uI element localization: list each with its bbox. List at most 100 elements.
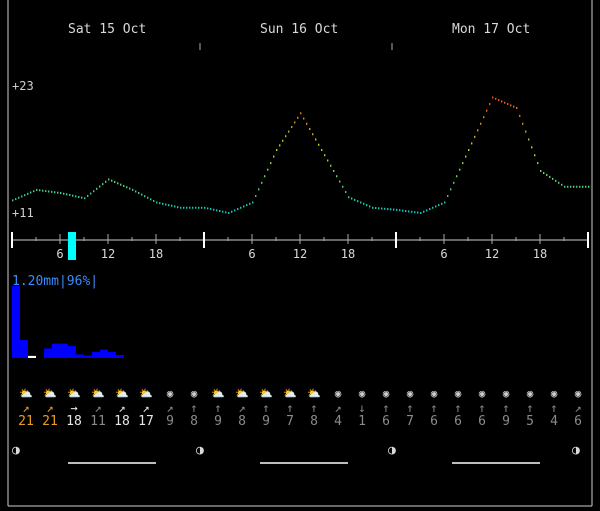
temperature-point xyxy=(216,209,218,212)
temperature-point xyxy=(366,204,368,207)
temperature-point xyxy=(348,196,350,199)
wind-speed-value: 11 xyxy=(90,414,106,429)
temperature-point xyxy=(351,197,353,200)
temperature-point xyxy=(171,204,173,207)
temp-max-label: +23 xyxy=(12,79,34,93)
temperature-point xyxy=(39,189,41,192)
temperature-point xyxy=(546,173,548,176)
temperature-point xyxy=(90,192,92,195)
temperature-point xyxy=(72,194,74,197)
temperature-point xyxy=(501,100,503,103)
temperature-point xyxy=(189,206,191,209)
temperature-point xyxy=(150,198,152,201)
temperature-point xyxy=(93,190,95,193)
temperature-point xyxy=(297,116,299,119)
temperature-point xyxy=(27,192,29,195)
temperature-point xyxy=(441,202,443,205)
temperature-point xyxy=(12,199,14,202)
temperature-point xyxy=(492,96,494,99)
rain-bar xyxy=(20,340,28,358)
temperature-point xyxy=(564,185,566,188)
wind-speed-value: 1 xyxy=(358,414,366,429)
temperature-point xyxy=(237,208,239,211)
temperature-point xyxy=(327,159,329,162)
daylight-bar xyxy=(68,462,156,464)
temperature-point xyxy=(201,206,203,209)
temperature-point xyxy=(105,180,107,183)
temperature-point xyxy=(57,191,59,194)
temperature-point xyxy=(156,201,158,204)
temperature-point xyxy=(315,138,317,141)
rain-bar xyxy=(84,355,92,358)
temperature-point xyxy=(267,168,269,171)
rain-bar xyxy=(68,346,76,358)
temperature-point xyxy=(486,109,488,112)
moon-phase-icon: ◑ xyxy=(196,443,204,458)
temperature-point xyxy=(54,191,56,194)
temperature-point xyxy=(567,185,569,188)
wind-speed-value: 17 xyxy=(138,414,154,429)
temperature-point xyxy=(435,205,437,208)
temperature-point xyxy=(384,207,386,210)
wind-direction-arrow: ↑ xyxy=(430,401,438,415)
temperature-point xyxy=(585,185,587,188)
wind-speed-value: 6 xyxy=(574,414,582,429)
clear-icon: ◉ xyxy=(550,387,558,400)
temperature-point xyxy=(549,175,551,178)
temperature-point xyxy=(534,154,536,157)
temperature-point xyxy=(459,168,461,171)
temperature-point xyxy=(516,107,518,109)
temperature-point xyxy=(582,185,584,188)
clear-icon: ◉ xyxy=(382,387,390,400)
temperature-point xyxy=(264,175,266,178)
wind-direction-arrow: ↑ xyxy=(406,401,414,415)
temperature-point xyxy=(363,202,365,205)
temperature-point xyxy=(558,181,560,184)
wind-speed-value: 6 xyxy=(454,414,462,429)
moon-phase-icon: ◑ xyxy=(12,443,20,458)
temperature-point xyxy=(543,171,545,174)
temperature-point xyxy=(579,185,581,188)
temperature-point xyxy=(36,188,38,191)
clear-icon: ◉ xyxy=(526,387,534,400)
temperature-point xyxy=(261,181,263,184)
partly-cloudy-icon: ⛅ xyxy=(139,387,153,400)
temperature-point xyxy=(33,190,35,193)
moon-phase-icon: ◑ xyxy=(388,443,396,458)
temperature-point xyxy=(372,206,374,209)
temperature-point xyxy=(303,117,305,120)
temperature-point xyxy=(24,194,26,197)
temperature-point xyxy=(51,190,53,193)
temperature-point xyxy=(45,190,47,193)
daylight-bar xyxy=(452,462,540,464)
temperature-point xyxy=(114,181,116,184)
temperature-point xyxy=(147,196,149,199)
temperature-point xyxy=(552,177,554,180)
wind-direction-arrow: ↑ xyxy=(190,401,198,415)
temperature-point xyxy=(282,139,284,142)
temperature-chart xyxy=(11,43,590,260)
wind-direction-arrow: ↑ xyxy=(502,401,510,415)
partly-cloudy-icon: ⛅ xyxy=(235,387,249,400)
temperature-point xyxy=(249,202,251,205)
wind-speed-value: 5 xyxy=(526,414,534,429)
hour-tick-label: 6 xyxy=(56,247,64,261)
temperature-point xyxy=(102,183,104,186)
temperature-point xyxy=(258,188,260,191)
temperature-point xyxy=(405,210,407,213)
temperature-point xyxy=(474,135,476,138)
wind-speed-value: 9 xyxy=(502,414,510,429)
temperature-point xyxy=(159,202,161,205)
rain-summary-label: 1.20mm|96%| xyxy=(12,274,99,289)
partly-cloudy-icon: ⛅ xyxy=(43,387,57,400)
wind-direction-arrow: ↗ xyxy=(166,401,174,415)
temperature-point xyxy=(240,206,242,209)
temperature-point xyxy=(312,133,314,136)
temperature-point xyxy=(87,194,89,197)
current-time-marker xyxy=(68,232,76,260)
temperature-point xyxy=(528,138,530,141)
hour-tick-label: 6 xyxy=(440,247,448,261)
temperature-point xyxy=(213,208,215,211)
temperature-point xyxy=(234,209,236,212)
temperature-point xyxy=(207,207,209,210)
